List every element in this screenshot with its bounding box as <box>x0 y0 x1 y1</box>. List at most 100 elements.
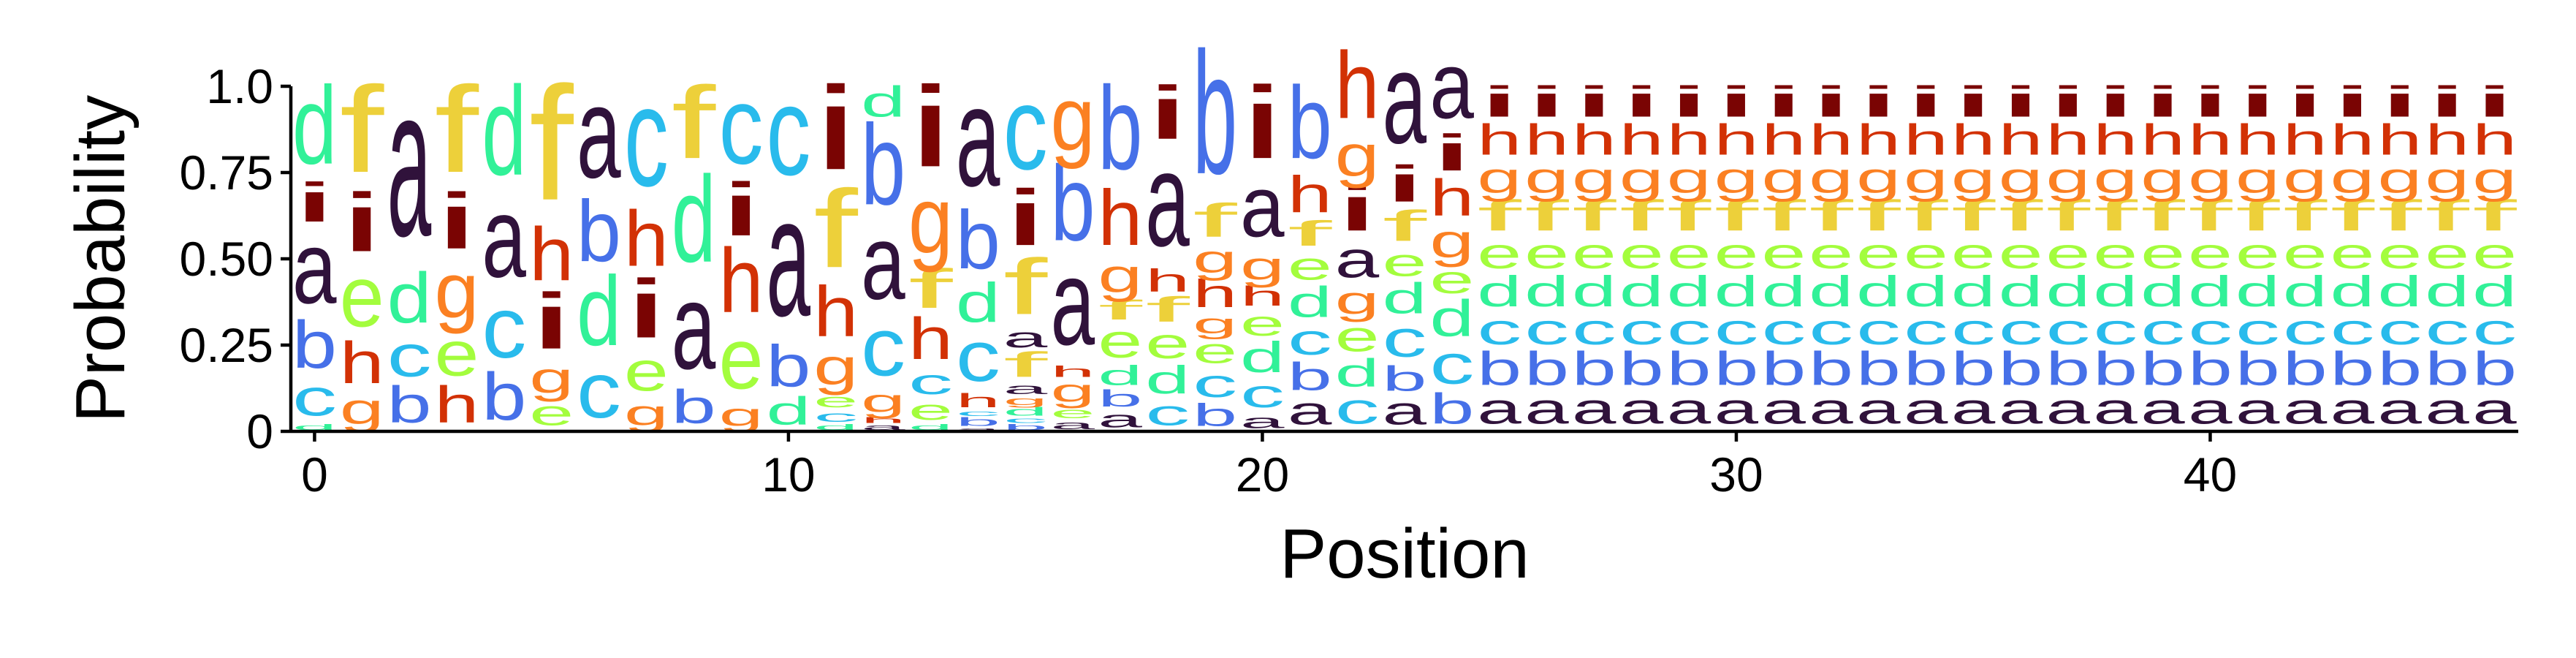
logo-letter-b: b <box>1288 355 1332 398</box>
logo-letter-d: d <box>387 258 432 338</box>
logo-letter-e: e <box>1714 229 1758 278</box>
logo-letter-c: c <box>2188 306 2233 354</box>
logo-letter-d: d <box>2425 267 2469 316</box>
logo-letter-b: b <box>1714 342 1758 396</box>
logo-letter-h: h <box>719 230 764 331</box>
logo-letter-a: a <box>2472 385 2517 433</box>
y-tick-label: 0 <box>246 404 273 458</box>
logo-letter-i: i <box>292 172 337 234</box>
logo-letter-c: c <box>1951 306 1996 354</box>
logo-letter-e: e <box>2235 229 2280 278</box>
logo-letter-g: g <box>1809 153 1853 202</box>
logo-letter-c: c <box>577 347 621 434</box>
logo-letter-a: a <box>1667 385 1711 433</box>
logo-letter-g: g <box>908 167 953 273</box>
logo-letter-b: b <box>2235 342 2280 396</box>
logo-letter-f: f <box>2140 192 2185 240</box>
logo-letter-e: e <box>2045 229 2090 278</box>
logo-letter-f: f <box>1524 192 1569 240</box>
logo-letter-d: d <box>2140 267 2185 316</box>
logo-letter-d: d <box>482 60 526 202</box>
logo-letter-b: b <box>2472 342 2517 396</box>
logo-letter-d: d <box>1098 360 1142 391</box>
logo-letter-a: a <box>577 60 621 205</box>
logo-letter-b: b <box>1193 16 1237 211</box>
logo-letter-e: e <box>2093 229 2138 278</box>
logo-letter-f: f <box>672 65 717 180</box>
logo-letter-e: e <box>1193 330 1237 370</box>
logo-letter-a: a <box>1951 385 1996 433</box>
logo-letter-h: h <box>2283 115 2328 164</box>
logo-letter-f: f <box>2188 192 2233 240</box>
logo-letter-a: a <box>2377 385 2422 433</box>
logo-letter-g: g <box>1619 153 1664 202</box>
logo-letter-a: a <box>387 42 432 281</box>
logo-letter-f: f <box>1809 192 1853 240</box>
logo-letter-f: f <box>1003 243 1048 331</box>
logo-letter-g: g <box>2377 153 2422 202</box>
logo-letter-d: d <box>2283 267 2328 316</box>
logo-letter-h: h <box>1951 115 1996 164</box>
axes: 0 0.25 0.50 0.75 1.0 0 10 20 30 40 <box>180 59 2518 502</box>
logo-letter-c: c <box>908 362 953 401</box>
logo-letter-d: d <box>292 63 337 187</box>
logo-letter-a: a <box>1572 385 1616 433</box>
logo-letter-i: i <box>1951 77 1996 126</box>
logo-letter-f: f <box>1288 213 1333 253</box>
logo-letter-i: i <box>1761 77 1806 126</box>
logo-letter-d: d <box>1619 267 1664 316</box>
logo-letter-c: c <box>1856 306 1901 354</box>
logo-letter-i: i <box>2140 77 2185 126</box>
logo-letter-b: b <box>1999 342 2043 396</box>
logo-letter-a: a <box>1761 385 1806 433</box>
logo-letter-g: g <box>1714 153 1758 202</box>
logo-letter-h: h <box>2377 115 2422 164</box>
logo-letter-h: h <box>2188 115 2233 164</box>
logo-letter-c: c <box>2472 306 2517 354</box>
logo-letter-h: h <box>1572 115 1616 164</box>
logo-letter-c: c <box>1999 306 2043 354</box>
logo-letter-b: b <box>2045 342 2090 396</box>
logo-letter-a: a <box>1335 232 1380 289</box>
logo-letter-d: d <box>861 77 905 126</box>
logo-letter-a: a <box>1145 124 1190 274</box>
logo-letter-c: c <box>956 317 1000 396</box>
logo-letter-c: c <box>861 300 905 393</box>
logo-letter-a: a <box>1809 385 1853 433</box>
logo-letter-g: g <box>1856 153 1901 202</box>
logo-letter-b: b <box>1098 385 1142 412</box>
logo-letter-e: e <box>340 249 384 345</box>
logo-letter-b: b <box>1809 342 1853 396</box>
logo-letter-f: f <box>340 61 385 198</box>
logo-letter-h: h <box>861 416 905 425</box>
logo-letter-g: g <box>1429 215 1474 268</box>
logo-letter-i: i <box>1667 77 1711 126</box>
logo-letter-f: f <box>1714 192 1758 240</box>
logo-letter-e: e <box>1240 303 1285 343</box>
logo-letter-b: b <box>2140 342 2185 396</box>
logo-letter-e: e <box>1951 229 1996 278</box>
logo-letter-b: b <box>2330 342 2375 396</box>
logo-letter-i: i <box>1429 124 1474 181</box>
logo-letter-d: d <box>2188 267 2233 316</box>
logo-letter-c: c <box>1003 62 1048 194</box>
logo-letter-c: c <box>1335 385 1380 433</box>
logo-letter-e: e <box>1761 229 1806 278</box>
logo-letter-d: d <box>956 272 1000 333</box>
logo-letter-b: b <box>1904 342 1948 396</box>
logo-letter-i: i <box>719 167 764 252</box>
logo-letter-g: g <box>435 246 479 335</box>
logo-letter-f: f <box>1951 192 1996 240</box>
logo-letter-e: e <box>1335 312 1380 361</box>
logo-letter-e: e <box>1667 229 1711 278</box>
logo-letter-d: d <box>1524 267 1569 316</box>
logo-letter-g: g <box>2188 153 2233 202</box>
logo-letter-h: h <box>1145 262 1190 298</box>
logo-letter-a: a <box>861 203 905 322</box>
logo-letter-a: a <box>2093 385 2138 433</box>
logo-letter-e: e <box>529 393 574 432</box>
logo-letter-g: g <box>1193 238 1237 281</box>
logo-letter-e: e <box>2330 229 2375 278</box>
logo-letter-h: h <box>1619 115 1664 164</box>
